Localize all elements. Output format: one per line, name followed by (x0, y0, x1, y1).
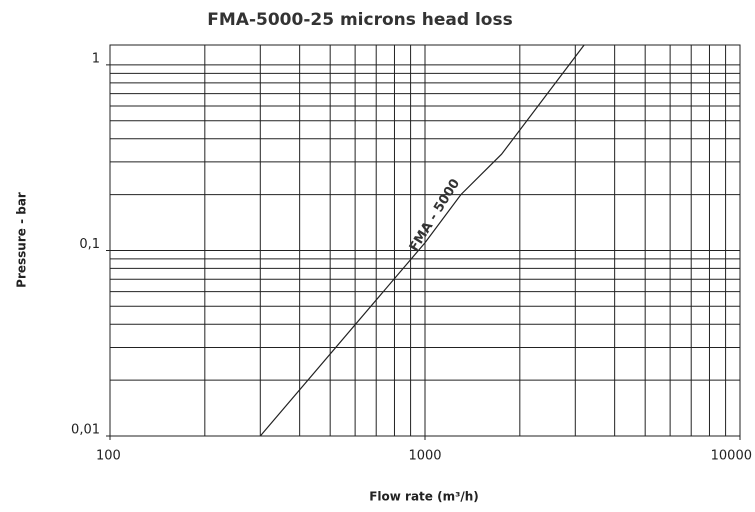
y-tick-label: 1 (92, 51, 100, 66)
line (259, 44, 585, 437)
x-tick-label: 100 (96, 449, 121, 464)
x-axis-label: Flow rate (m³/h) (369, 490, 479, 504)
plot-frame (109, 44, 741, 437)
annotation: FMA - 5000 (407, 176, 463, 254)
y-axis-label: Pressure - bar (15, 192, 29, 288)
chart-title: FMA-5000-25 microns head loss (207, 10, 512, 30)
y-tick-label: 0,01 (71, 423, 100, 438)
x-tick-label: 1000 (408, 449, 441, 464)
y-tick-label: 0,1 (79, 237, 100, 252)
x-tick-label: 10000 (711, 449, 752, 464)
